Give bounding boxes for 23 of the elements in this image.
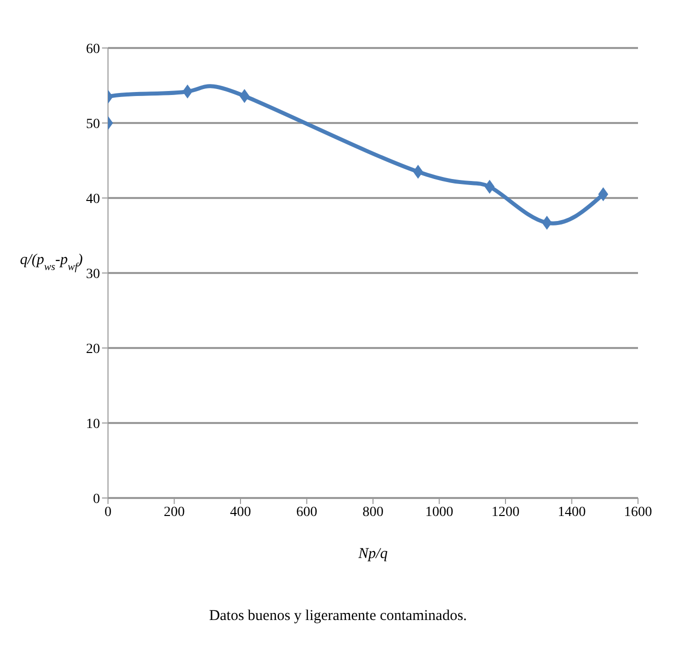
x-tick-label: 1200: [492, 504, 520, 520]
point: [598, 187, 608, 202]
x-tick-label: 800: [362, 504, 384, 520]
y-tick-label: 20: [86, 342, 100, 357]
x-tick-label: 1400: [558, 504, 586, 520]
x-axis-title: Np/q: [357, 546, 388, 562]
x-tick-label: 200: [164, 504, 185, 520]
text: Datos buenos y ligeramente contaminados.: [208, 608, 468, 625]
x-tick-label: 1000: [425, 504, 454, 520]
x-tick-label: 600: [296, 504, 318, 520]
point: [542, 216, 552, 230]
y-tick-label: 30: [86, 266, 100, 282]
x-tick-label: 400: [230, 504, 251, 520]
y-tick-label: 50: [86, 116, 100, 132]
y-tick-label: 40: [86, 192, 100, 207]
point: [484, 180, 495, 194]
x-tick-label: 0: [104, 504, 112, 520]
y-axis-title: q/(p$_{ws}$-p$_{wf}$): [20, 252, 83, 272]
y-tick-label: 0: [93, 492, 100, 507]
y-tick-label: 60: [86, 42, 100, 57]
point: [413, 164, 424, 179]
y-tick-label: 10: [86, 416, 100, 432]
x-tick-label: 1600: [624, 504, 652, 520]
